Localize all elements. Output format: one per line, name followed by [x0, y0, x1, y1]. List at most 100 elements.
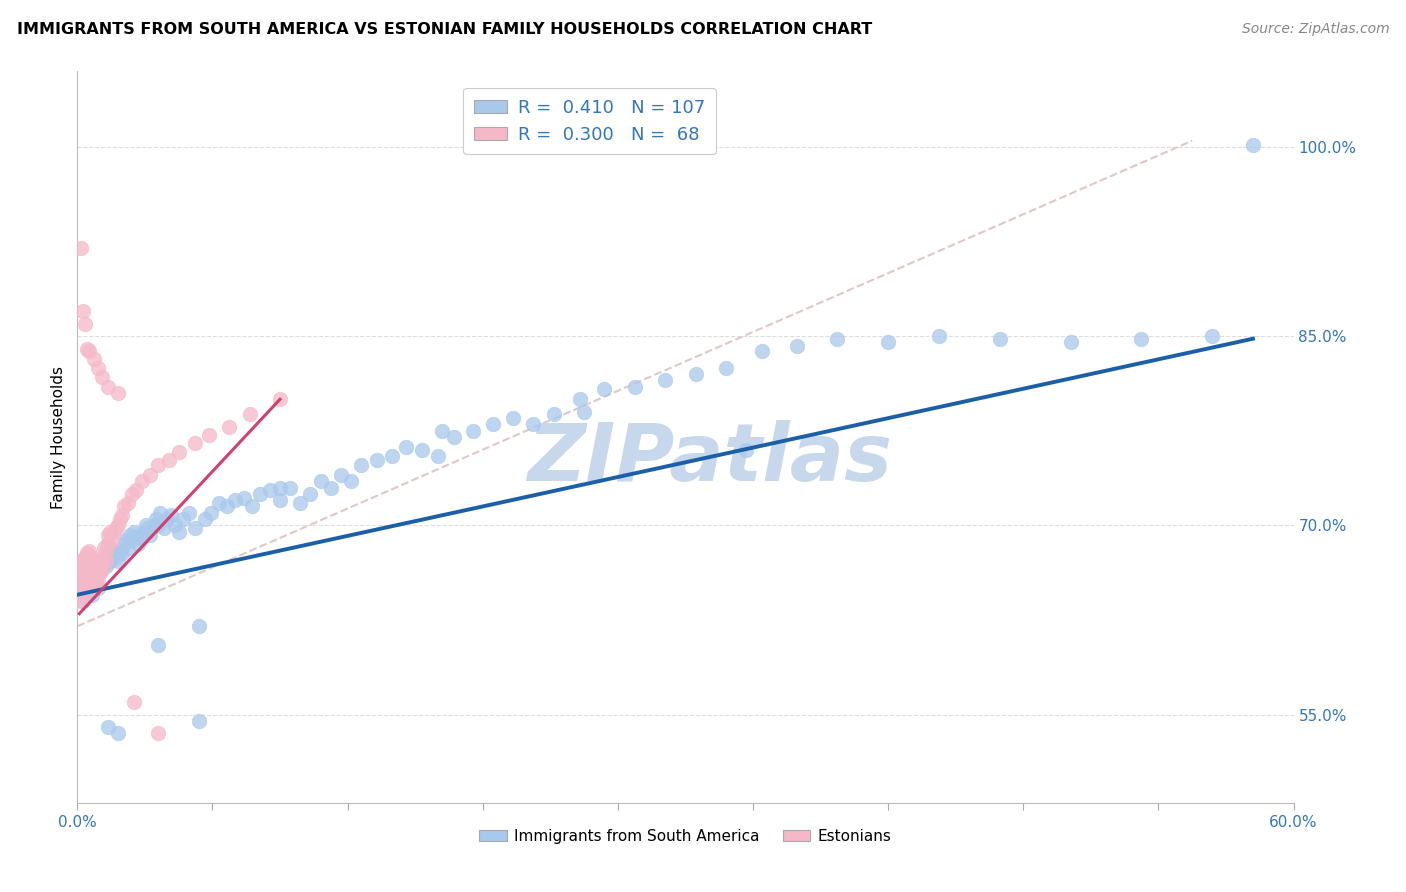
Point — [443, 430, 465, 444]
Point — [224, 493, 246, 508]
Point — [97, 549, 120, 564]
Point — [83, 575, 105, 590]
Point — [97, 537, 120, 551]
Point — [86, 566, 108, 581]
Point — [194, 512, 217, 526]
Point — [83, 562, 105, 576]
Point — [167, 445, 190, 459]
Point — [67, 562, 90, 576]
Point — [94, 543, 117, 558]
Point — [188, 714, 211, 728]
Point — [86, 556, 108, 570]
Point — [121, 487, 143, 501]
Point — [72, 556, 94, 570]
Point — [928, 329, 950, 343]
Point — [877, 335, 900, 350]
Point — [83, 556, 105, 570]
Point — [129, 528, 152, 542]
Point — [80, 582, 103, 596]
Point — [70, 582, 93, 596]
Legend: Immigrants from South America, Estonians: Immigrants from South America, Estonians — [472, 822, 898, 850]
Point — [572, 405, 595, 419]
Point — [827, 332, 849, 346]
Point — [148, 458, 170, 472]
Point — [751, 344, 773, 359]
Point — [70, 582, 93, 596]
Point — [76, 342, 98, 356]
Point — [136, 521, 159, 535]
Point — [135, 518, 157, 533]
Point — [72, 594, 94, 608]
Point — [269, 392, 291, 407]
Point — [461, 424, 484, 438]
Point — [395, 440, 418, 454]
Point — [75, 558, 97, 573]
Point — [240, 500, 263, 514]
Point — [112, 537, 135, 551]
Text: IMMIGRANTS FROM SOUTH AMERICA VS ESTONIAN FAMILY HOUSEHOLDS CORRELATION CHART: IMMIGRANTS FROM SOUTH AMERICA VS ESTONIA… — [17, 22, 872, 37]
Point — [103, 524, 125, 539]
Point — [104, 521, 127, 535]
Point — [988, 332, 1011, 346]
Point — [70, 569, 93, 583]
Point — [502, 411, 524, 425]
Point — [593, 382, 616, 396]
Point — [249, 487, 271, 501]
Point — [84, 562, 107, 576]
Point — [97, 537, 120, 551]
Point — [218, 420, 240, 434]
Y-axis label: Family Households: Family Households — [51, 366, 66, 508]
Point — [79, 554, 101, 568]
Point — [131, 531, 153, 545]
Point — [149, 506, 172, 520]
Point — [76, 569, 98, 583]
Point — [86, 582, 108, 596]
Point — [329, 467, 352, 482]
Point — [111, 546, 134, 560]
Point — [157, 452, 180, 467]
Point — [208, 496, 231, 510]
Point — [623, 379, 645, 393]
Point — [97, 720, 120, 734]
Point — [67, 571, 90, 585]
Point — [239, 408, 262, 422]
Point — [112, 500, 135, 514]
Point — [72, 566, 94, 581]
Point — [198, 427, 221, 442]
Point — [86, 558, 108, 573]
Point — [76, 546, 98, 560]
Point — [70, 554, 93, 568]
Point — [299, 487, 322, 501]
Point — [122, 695, 145, 709]
Point — [80, 571, 103, 585]
Point — [654, 373, 676, 387]
Point — [427, 449, 450, 463]
Point — [72, 304, 94, 318]
Point — [93, 541, 115, 555]
Point — [75, 575, 97, 590]
Point — [79, 571, 101, 585]
Point — [101, 533, 124, 548]
Point — [430, 424, 453, 438]
Point — [148, 638, 170, 652]
Point — [482, 417, 505, 432]
Point — [94, 554, 117, 568]
Point — [232, 491, 254, 505]
Point — [172, 512, 194, 526]
Point — [107, 554, 129, 568]
Point — [75, 317, 97, 331]
Point — [76, 556, 98, 570]
Point — [569, 392, 592, 407]
Point — [148, 518, 170, 533]
Point — [786, 339, 808, 353]
Point — [67, 583, 90, 598]
Point — [111, 508, 134, 523]
Point — [127, 537, 149, 551]
Point — [125, 531, 148, 545]
Point — [118, 528, 141, 542]
Point — [75, 569, 97, 583]
Point — [97, 379, 120, 393]
Point — [259, 483, 281, 497]
Point — [1130, 332, 1153, 346]
Point — [86, 360, 108, 375]
